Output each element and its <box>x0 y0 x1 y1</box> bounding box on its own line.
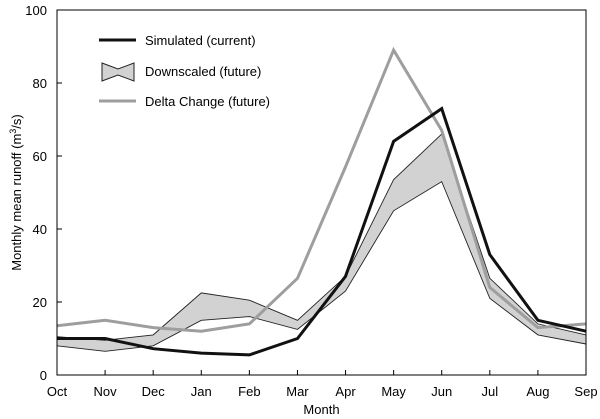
y-tick-label-40: 40 <box>33 222 47 237</box>
x-tick-label-may: May <box>381 384 406 399</box>
y-axis-title-tail: /s) <box>9 114 24 128</box>
axes <box>56 9 587 376</box>
x-tick-label-aug: Aug <box>526 384 549 399</box>
y-axis-title-main: Monthly mean runoff (m <box>9 134 24 271</box>
x-tick-label-feb: Feb <box>238 384 260 399</box>
y-axis-title-sup: 3 <box>8 129 18 134</box>
series-delta-change-line <box>56 46 587 333</box>
y-tick-label-20: 20 <box>33 295 47 310</box>
x-axis-title: Month <box>303 402 339 417</box>
x-tick-label-sep: Sep <box>574 384 597 399</box>
y-tick-label-60: 60 <box>33 149 47 164</box>
y-axis-title: Monthly mean runoff (m3/s) <box>8 114 24 271</box>
x-tick-label-jan: Jan <box>191 384 212 399</box>
series-downscaled-band <box>57 134 586 352</box>
x-tick-label-oct: Oct <box>47 384 68 399</box>
plot-area <box>56 46 587 357</box>
x-tick-label-apr: Apr <box>335 384 356 399</box>
plot-frame <box>56 9 587 376</box>
legend-swatch-downscaled <box>101 62 135 82</box>
legend-label-downscaled: Downscaled (future) <box>145 64 261 79</box>
x-ticks: Oct Nov Dec Jan Feb Mar Apr May Jun Jul Aug Sep <box>47 370 598 399</box>
y-tick-label-100: 100 <box>25 3 47 18</box>
y-ticks: 0 20 40 60 80 100 <box>25 3 62 383</box>
legend-label-delta-change: Delta Change (future) <box>145 94 270 109</box>
x-tick-label-nov: Nov <box>94 384 118 399</box>
series-downscaled-upper-edge <box>56 133 587 341</box>
x-tick-label-mar: Mar <box>286 384 309 399</box>
y-tick-label-80: 80 <box>33 76 47 91</box>
series-simulated-line <box>57 106 587 357</box>
legend: Simulated (current) Downscaled (future) … <box>99 33 270 109</box>
x-tick-label-jun: Jun <box>431 384 452 399</box>
y-tick-label-0: 0 <box>40 368 47 383</box>
x-tick-label-jul: Jul <box>482 384 499 399</box>
legend-label-simulated: Simulated (current) <box>145 33 256 48</box>
x-tick-label-dec: Dec <box>142 384 166 399</box>
